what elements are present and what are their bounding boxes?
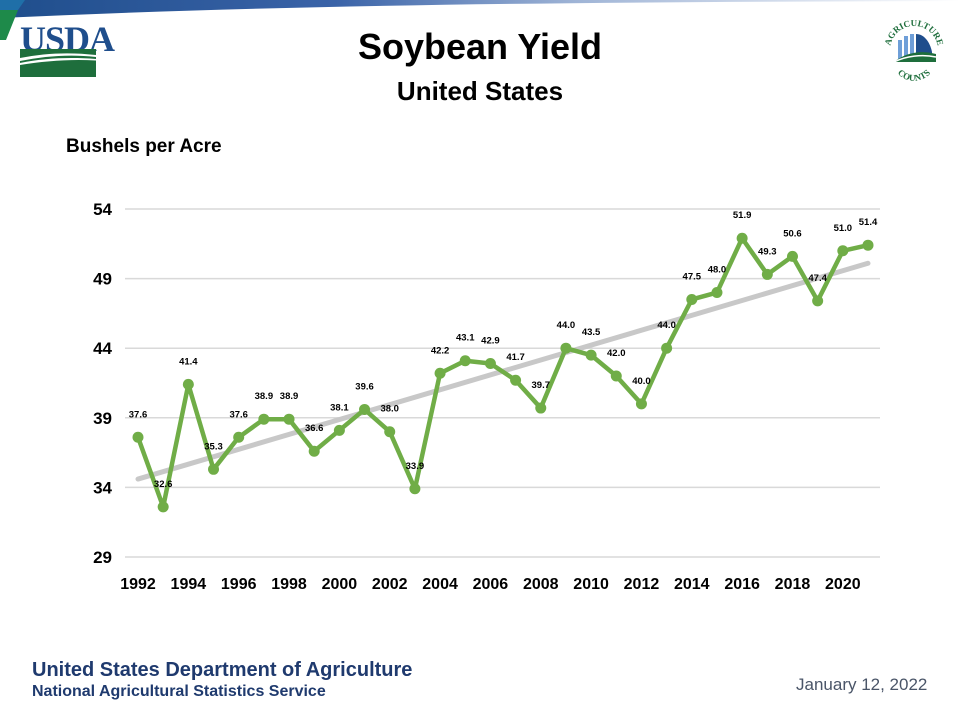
data-label: 51.0 xyxy=(834,223,853,234)
data-label: 43.5 xyxy=(582,327,601,338)
data-point xyxy=(661,342,673,354)
data-label: 42.0 xyxy=(607,348,626,359)
y-tick-label: 49 xyxy=(93,270,112,289)
chart-subtitle: United States xyxy=(396,76,564,106)
data-point xyxy=(484,358,496,370)
x-tick-label: 1998 xyxy=(271,576,307,593)
data-label: 39.7 xyxy=(532,380,551,391)
data-point xyxy=(359,403,371,415)
data-point xyxy=(786,250,798,262)
x-tick-label: 2014 xyxy=(674,576,710,593)
data-point xyxy=(761,268,773,280)
y-axis-label: Bushels per Acre xyxy=(66,136,222,157)
x-tick-label: 2018 xyxy=(775,576,811,593)
x-tick-label: 2020 xyxy=(825,576,861,593)
data-label: 51.4 xyxy=(859,217,878,228)
data-point xyxy=(283,413,295,425)
svg-text:COUNTS: COUNTS xyxy=(896,67,932,83)
data-point xyxy=(610,370,622,382)
data-label: 44.0 xyxy=(557,320,576,331)
data-label: 37.6 xyxy=(129,409,148,420)
data-point xyxy=(686,293,698,305)
y-tick-label: 29 xyxy=(93,548,112,567)
data-point xyxy=(459,355,471,367)
data-point xyxy=(182,378,194,390)
data-point xyxy=(837,245,849,257)
data-label: 40.0 xyxy=(632,376,651,387)
data-label: 32.6 xyxy=(154,479,173,490)
x-tick-label: 2004 xyxy=(422,576,458,593)
x-tick-label: 1996 xyxy=(221,576,257,593)
data-label: 42.9 xyxy=(481,336,500,347)
data-point xyxy=(384,426,396,438)
x-tick-label: 2008 xyxy=(523,576,559,593)
data-label: 47.4 xyxy=(808,273,827,284)
data-label: 38.1 xyxy=(330,402,349,413)
data-point xyxy=(736,232,748,244)
data-point xyxy=(233,431,245,443)
data-label: 37.6 xyxy=(229,409,248,420)
y-tick-label: 34 xyxy=(93,478,112,497)
data-point xyxy=(308,445,320,457)
data-point xyxy=(711,287,723,299)
x-tick-label: 2002 xyxy=(372,576,408,593)
data-label: 47.5 xyxy=(683,271,702,282)
data-label: 51.9 xyxy=(733,210,752,221)
data-point xyxy=(258,413,270,425)
data-point xyxy=(132,431,144,443)
data-point xyxy=(635,398,647,410)
y-tick-labels: 29 34 39 44 49 54 xyxy=(93,200,112,567)
data-point xyxy=(862,239,874,251)
x-tick-label: 2006 xyxy=(473,576,509,593)
footer-service: National Agricultural Statistics Service xyxy=(32,683,326,700)
data-point xyxy=(535,402,547,414)
y-tick-label: 44 xyxy=(93,339,112,358)
data-label: 41.4 xyxy=(179,356,198,367)
x-tick-labels: 1992 1994 1996 1998 2000 2002 2004 2006 2008 2010… xyxy=(120,576,861,593)
agriculture-counts-logo: AGRICULTURE COUNTS xyxy=(882,18,945,83)
x-tick-label: 2010 xyxy=(573,576,609,593)
x-tick-label: 2000 xyxy=(322,576,358,593)
data-label: 43.1 xyxy=(456,333,475,344)
data-label: 38.9 xyxy=(280,391,299,402)
data-point xyxy=(333,424,345,436)
x-tick-label: 1992 xyxy=(120,576,156,593)
data-point xyxy=(409,483,421,495)
x-tick-label: 2012 xyxy=(624,576,660,593)
data-label: 38.0 xyxy=(380,404,399,415)
data-point xyxy=(510,374,522,386)
data-label: 39.6 xyxy=(355,381,374,392)
data-label: 49.3 xyxy=(758,246,777,257)
x-tick-label: 2016 xyxy=(724,576,760,593)
data-label: 48.0 xyxy=(708,265,727,276)
data-label: 33.9 xyxy=(406,461,425,472)
data-label: 38.9 xyxy=(255,391,274,402)
data-labels: 37.6 32.6 41.4 35.3 37.6 38.9 38.9 36.6 38.1 39.6… xyxy=(129,210,878,490)
data-label: 35.3 xyxy=(204,441,223,452)
data-label: 50.6 xyxy=(783,228,802,239)
data-point xyxy=(208,463,220,475)
data-label: 42.2 xyxy=(431,345,450,356)
footer-department: United States Department of Agriculture xyxy=(32,659,413,681)
data-label: 44.0 xyxy=(657,320,676,331)
chart-title: Soybean Yield xyxy=(357,26,603,67)
data-point xyxy=(434,367,446,379)
usda-landscape-icon xyxy=(20,49,96,77)
grid-lines xyxy=(125,208,880,558)
data-point xyxy=(157,501,169,513)
data-label: 41.7 xyxy=(506,352,525,363)
x-tick-label: 1994 xyxy=(171,576,207,593)
footer-date: January 12, 2022 xyxy=(796,675,928,694)
header-banner xyxy=(0,0,960,40)
ag-logo-text-bottom: COUNTS xyxy=(896,67,932,83)
series-layer xyxy=(132,232,874,513)
data-point xyxy=(585,349,597,361)
y-tick-label: 54 xyxy=(93,200,112,219)
data-point xyxy=(812,295,824,307)
y-tick-label: 39 xyxy=(93,409,112,428)
data-point xyxy=(560,342,572,354)
data-label: 36.6 xyxy=(305,423,324,434)
